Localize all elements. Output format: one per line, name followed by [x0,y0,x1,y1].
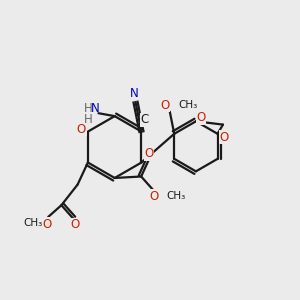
Text: O: O [160,99,169,112]
Text: CH₃: CH₃ [166,191,185,201]
Text: H: H [84,102,92,115]
Text: O: O [70,218,79,231]
Text: CH₃: CH₃ [178,100,197,110]
Text: CH₃: CH₃ [24,218,43,229]
Text: N: N [91,102,99,115]
Text: O: O [219,131,229,144]
Text: H: H [84,112,92,126]
Text: O: O [42,218,51,231]
Text: C: C [141,113,149,126]
Text: O: O [150,190,159,203]
Text: O: O [145,147,154,160]
Text: O: O [196,111,206,124]
Text: O: O [77,123,86,136]
Text: N: N [130,87,139,101]
